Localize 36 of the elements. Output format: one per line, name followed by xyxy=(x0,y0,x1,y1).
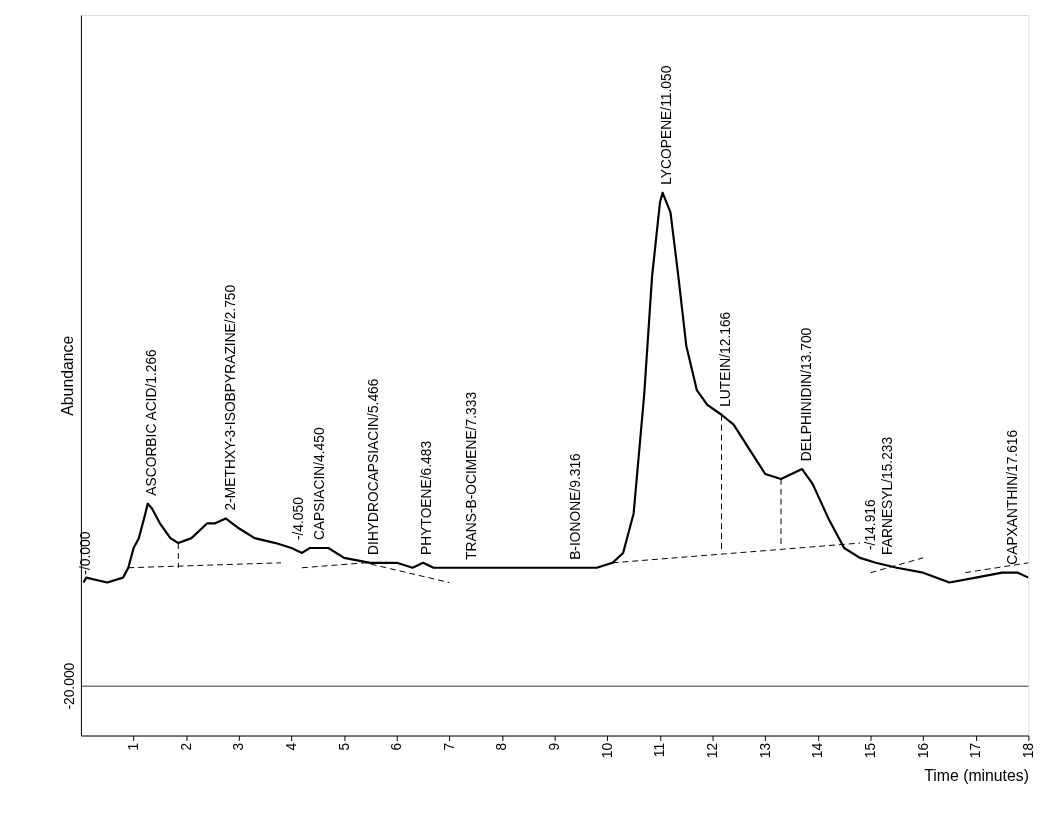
annotation: TRANS-B-OCIMENE/7.333 xyxy=(462,391,479,560)
x-tick-label: 12 xyxy=(704,742,721,759)
x-tick-label: 2 xyxy=(177,742,194,751)
x-axis-title: Time (minutes) xyxy=(924,767,1029,784)
annotation: ASCORBIC ACID/1.266 xyxy=(143,348,160,496)
annotation: DIHYDROCAPSIACIN/5.466 xyxy=(364,378,381,555)
x-tick-label: 13 xyxy=(756,742,773,759)
annotation: -/0.000 xyxy=(76,531,93,575)
x-tick-label: 10 xyxy=(598,742,615,759)
annotation: 2-METHXY-3-ISOBPYRAZINE/2.750 xyxy=(221,284,238,511)
x-tick-label: 17 xyxy=(967,742,984,759)
y-axis-title: Abundance xyxy=(58,335,76,416)
x-tick-label: 14 xyxy=(809,742,826,759)
annotation: LYCOPENE/11.050 xyxy=(658,65,675,185)
x-tick-label: 4 xyxy=(282,742,299,751)
annotation: B-IONONE/9.316 xyxy=(567,452,584,560)
text: -20.000 xyxy=(61,662,78,710)
annotation: PHYTOENE/6.483 xyxy=(418,440,435,555)
annotation: -/14.916 xyxy=(861,499,878,550)
annotation: CAPSIACIN/4.450 xyxy=(311,427,328,541)
annotation: LUTEIN/12.166 xyxy=(717,311,734,407)
x-tick-label: 1 xyxy=(125,742,142,751)
x-tick-label: 5 xyxy=(335,742,352,751)
annotation: -/4.050 xyxy=(290,496,306,541)
x-tick-label: 7 xyxy=(440,742,457,751)
x-tick-label: 9 xyxy=(546,742,563,751)
x-tick-label: 8 xyxy=(493,742,510,751)
x-tick-label: 11 xyxy=(651,742,668,758)
x-tick-label: 16 xyxy=(914,742,931,759)
x-tick-label: 15 xyxy=(861,742,878,759)
x-tick-label: 3 xyxy=(230,742,247,751)
annotation: CAPXANTHIN/17.616 xyxy=(1004,429,1021,565)
x-tick-label: 6 xyxy=(388,742,405,751)
annotation: FARNESYL/15.233 xyxy=(878,436,895,555)
x-tick-label: 18 xyxy=(1019,742,1036,759)
annotation: DELPHINIDIN/13.700 xyxy=(797,327,814,462)
